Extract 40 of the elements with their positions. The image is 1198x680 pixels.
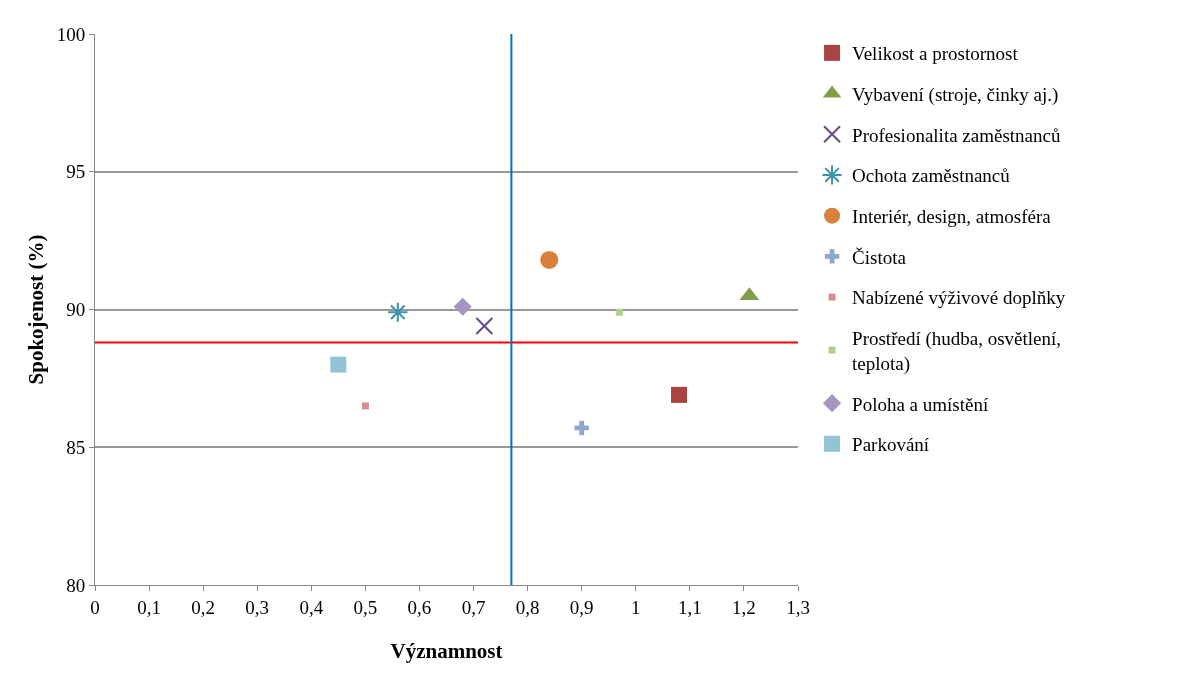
x-tick-label: 0,4 [299, 596, 324, 618]
x-tick-label: 0,9 [569, 596, 594, 618]
x-tick-label: 0,1 [137, 596, 161, 618]
y-tick-label: 80 [66, 574, 86, 596]
x-tick-label: 0 [90, 596, 100, 618]
x-tick-label: 0,2 [191, 596, 216, 618]
point [475, 317, 494, 336]
point [330, 356, 347, 373]
x-tick-label: 0,6 [407, 596, 432, 618]
legend-label: Nabízené výživové doplňky [852, 287, 1066, 309]
y-axis-title: Spokojenost (%) [24, 234, 48, 385]
x-tick-label: 1 [631, 596, 641, 618]
legend-label: Vybavení (stroje, činky aj.) [852, 83, 1059, 106]
y-tick-label: 100 [56, 23, 86, 45]
point [540, 250, 559, 269]
y-tick-label: 85 [66, 436, 86, 458]
legend-label: Čistota [852, 246, 907, 268]
point [616, 308, 624, 316]
x-tick-label: 0,3 [245, 596, 270, 618]
point [453, 297, 472, 316]
legend-label: Ochota zaměstnanců [852, 165, 1011, 187]
point [361, 402, 369, 410]
point [671, 386, 688, 403]
x-tick-label: 1,3 [786, 596, 810, 618]
point [387, 301, 409, 323]
y-tick-label: 95 [66, 161, 86, 183]
legend-label: Parkování [852, 434, 930, 456]
x-tick-label: 0,7 [461, 596, 486, 618]
x-tick-label: 0,8 [515, 596, 540, 618]
x-axis-title: Významnost [390, 639, 503, 663]
legend-label: Prostředí (hudba, osvětlení, teplota) [852, 328, 1062, 375]
legend-label: Velikost a prostornost [852, 43, 1019, 65]
point [574, 420, 589, 436]
x-tick-label: 0,5 [353, 596, 378, 618]
x-tick-label: 1,1 [677, 596, 702, 618]
legend-label: Interiér, design, atmosféra [852, 206, 1052, 228]
legend-label: Profesionalita zaměstnanců [852, 124, 1061, 146]
y-tick-label: 90 [66, 299, 86, 321]
legend-label: Poloha a umístění [852, 393, 989, 415]
x-tick-label: 1,2 [732, 596, 756, 618]
